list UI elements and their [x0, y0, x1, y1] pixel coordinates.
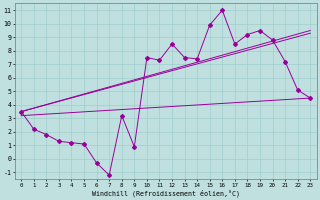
X-axis label: Windchill (Refroidissement éolien,°C): Windchill (Refroidissement éolien,°C)	[92, 189, 240, 197]
